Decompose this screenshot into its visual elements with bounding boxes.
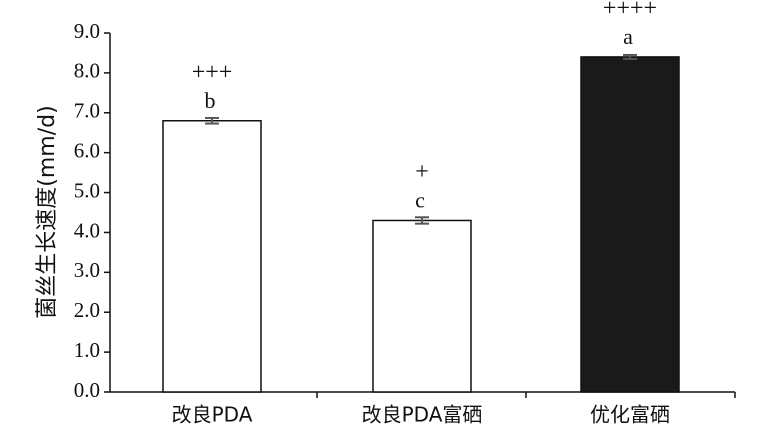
bar xyxy=(580,56,680,393)
significance-letter: c xyxy=(415,188,425,213)
bars xyxy=(162,53,680,393)
y-tick-label: 1.0 xyxy=(74,338,100,362)
y-tick-label: 2.0 xyxy=(74,298,100,322)
y-tick-label: 8.0 xyxy=(74,59,100,83)
y-axis-label: 菌丝生长速度(mm/d) xyxy=(35,105,60,318)
y-tick-label: 6.0 xyxy=(74,138,100,162)
y-tick-label: 4.0 xyxy=(74,218,100,242)
plus-marker: + xyxy=(415,159,429,185)
bar xyxy=(162,120,262,393)
x-category-label: 改良PDA xyxy=(172,403,253,427)
y-tick-label: 0.0 xyxy=(74,378,100,402)
y-tick-label: 9.0 xyxy=(74,19,100,43)
x-axis: 改良PDA 改良PDA富硒 优化富硒 xyxy=(110,391,736,427)
y-tick-label: 5.0 xyxy=(74,178,100,202)
significance-letter: a xyxy=(623,24,633,49)
plus-marker: +++ xyxy=(192,59,233,85)
x-category-label: 优化富硒 xyxy=(590,403,670,427)
x-category-label: 改良PDA富硒 xyxy=(362,403,483,427)
bar xyxy=(372,219,472,393)
y-axis: 0.0 1.0 2.0 3.0 4.0 5.0 6.0 7.0 8.0 9.0 xyxy=(74,19,111,402)
y-tick-label: 3.0 xyxy=(74,258,100,282)
plus-marker: ++++ xyxy=(603,0,657,21)
annotations: b +++ c + a ++++ xyxy=(192,0,657,213)
y-tick-label: 7.0 xyxy=(74,99,100,123)
significance-letter: b xyxy=(205,88,216,113)
